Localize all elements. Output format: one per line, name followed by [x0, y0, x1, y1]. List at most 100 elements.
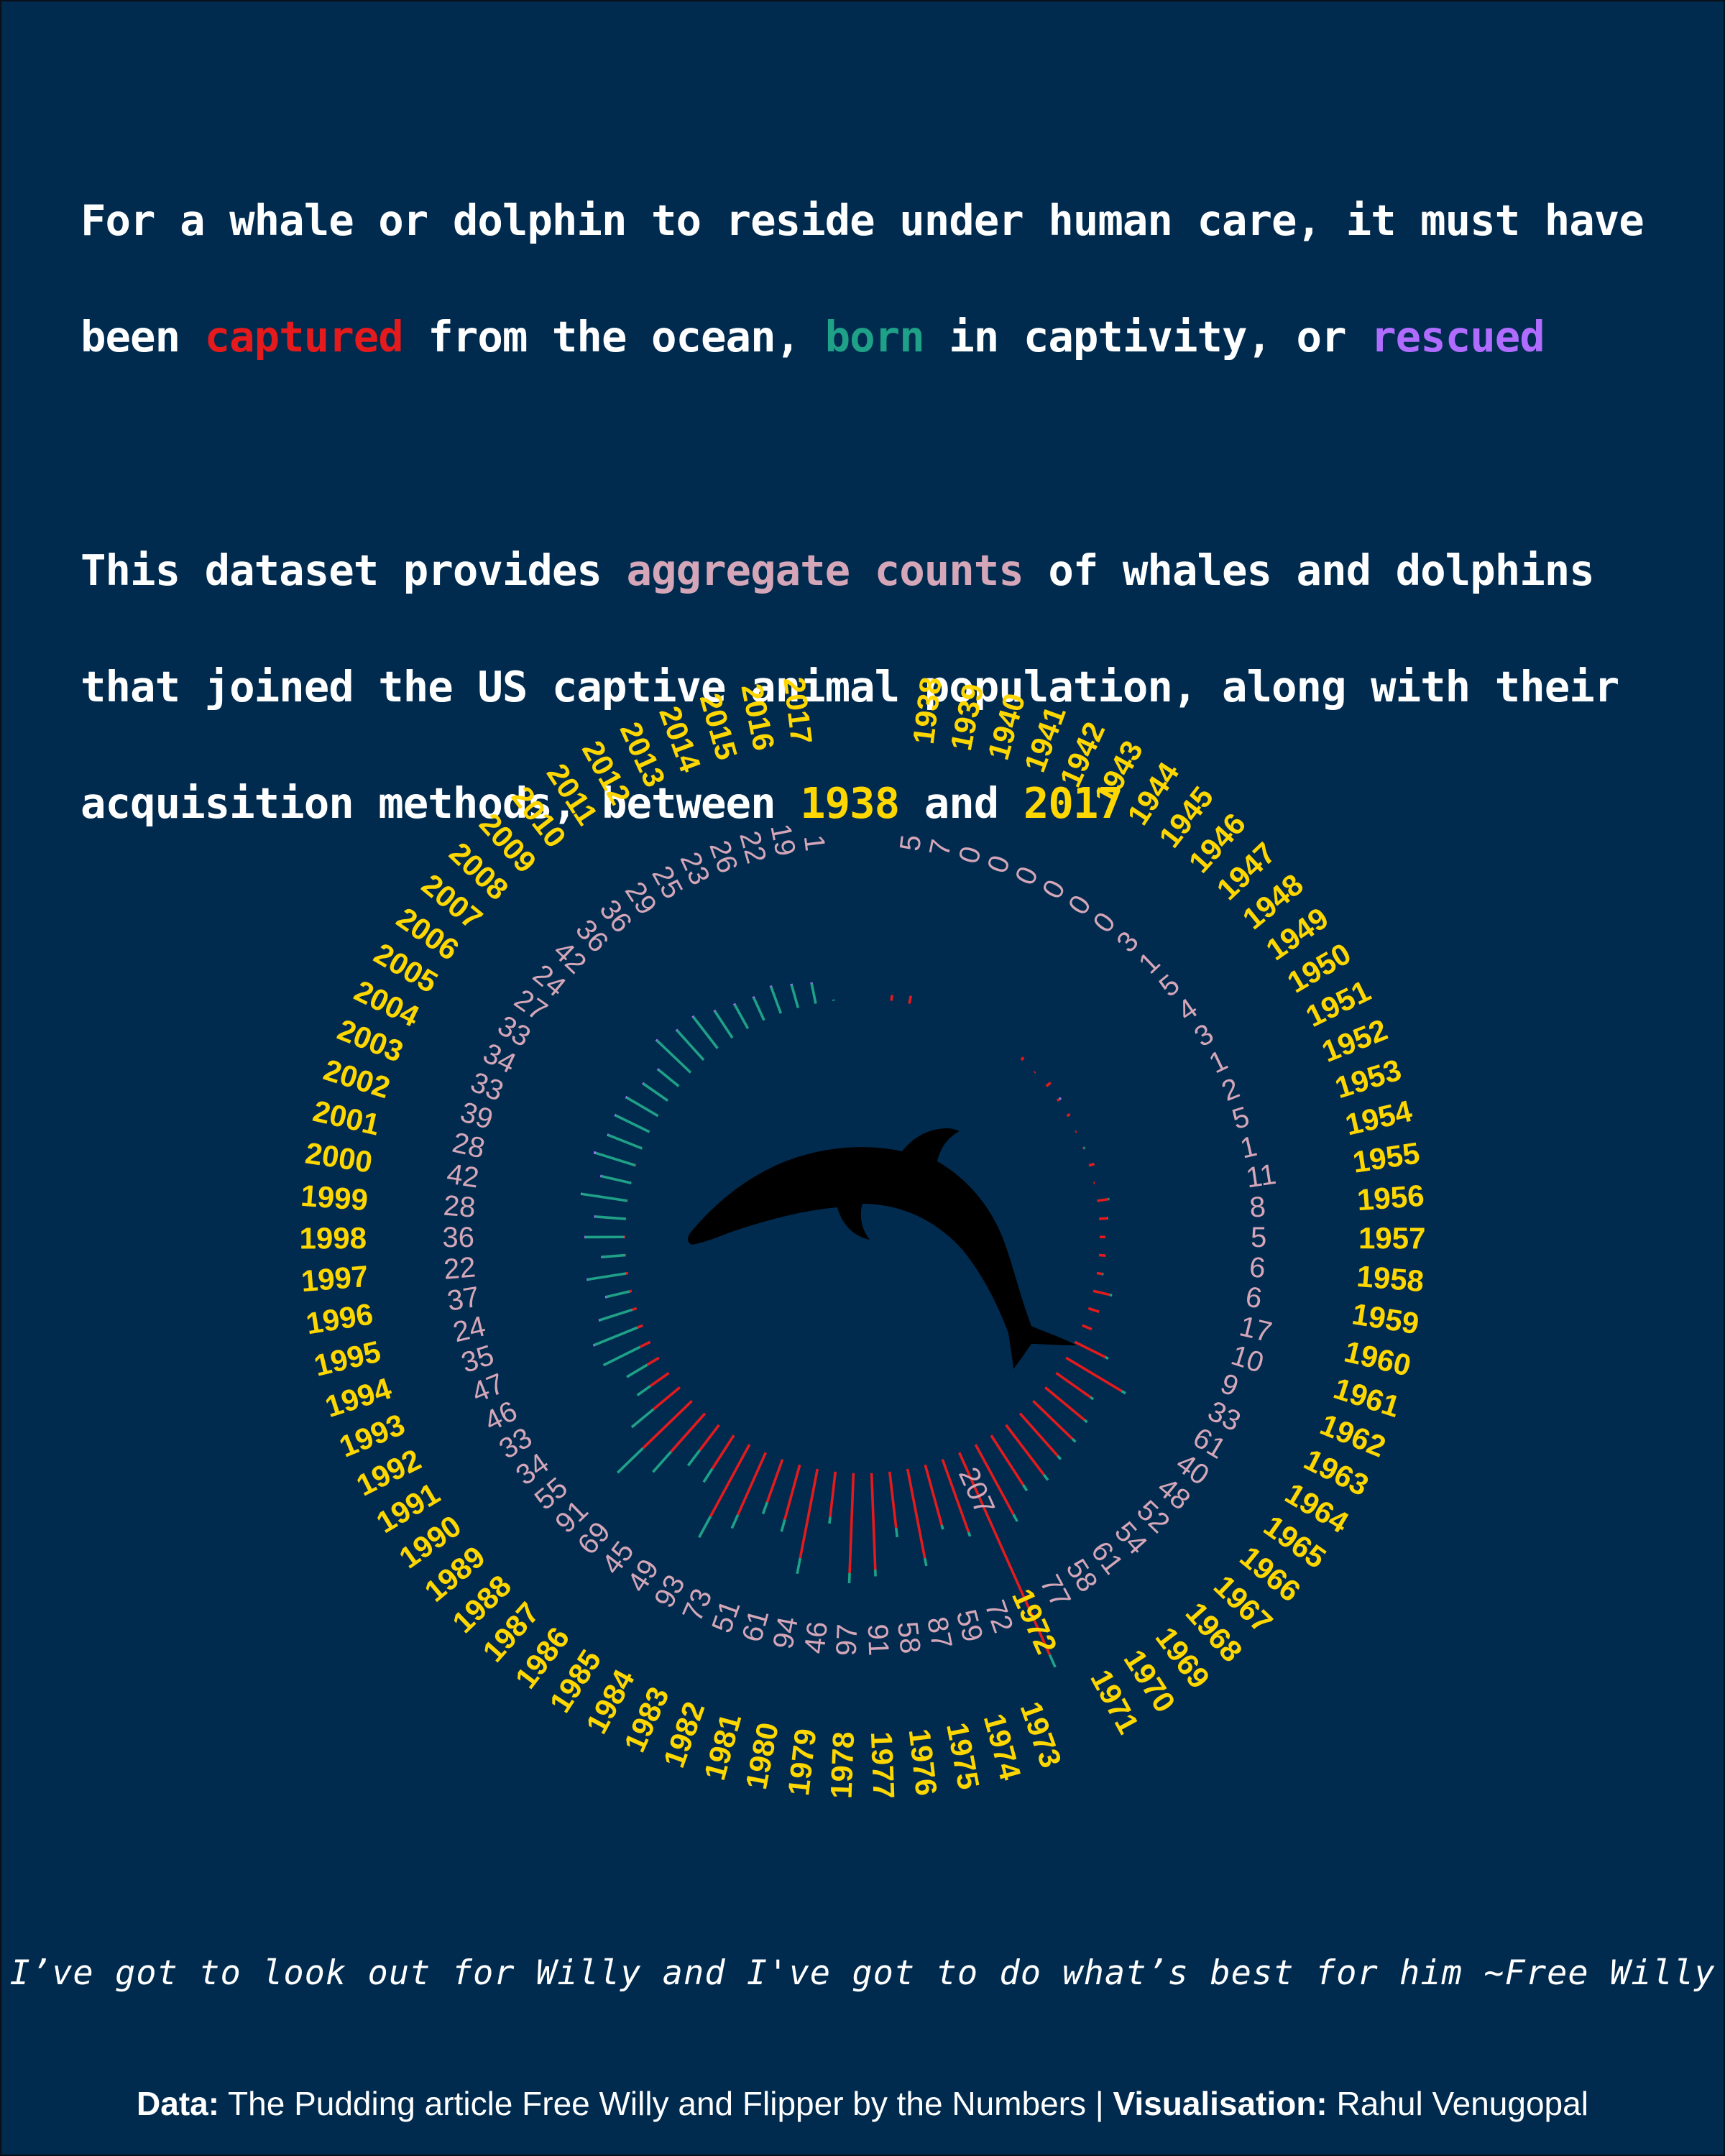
total-label-1998: 36	[442, 1222, 474, 1253]
year-label-1959: 1959	[1350, 1296, 1422, 1340]
bar-segment-born-2016	[810, 983, 817, 1004]
year-label-2016: 2016	[735, 681, 781, 753]
bar-2001	[599, 1174, 632, 1184]
bar-segment-captured-1993	[637, 1324, 643, 1329]
bar-segment-captured-1962	[1082, 1324, 1092, 1331]
total-label-2001: 28	[449, 1127, 487, 1165]
bar-segment-born-1991	[626, 1363, 648, 1378]
year-label-1939: 1939	[944, 681, 990, 753]
bar-segment-born-1980	[796, 1557, 802, 1575]
bar-2007	[656, 1068, 680, 1087]
bar-2017	[832, 999, 835, 1001]
intro-line-1: For a whale or dolphin to reside under h…	[80, 195, 1644, 245]
bar-segment-born-1952	[1083, 1146, 1086, 1150]
bar-1972	[958, 1452, 1057, 1668]
bar-2011	[713, 1009, 734, 1039]
bar-segment-born-2006	[643, 1082, 669, 1102]
total-label-1980: 94	[767, 1614, 804, 1651]
year-label-1957: 1957	[1358, 1221, 1426, 1255]
year-start-word: 1938	[800, 778, 900, 828]
bar-segment-born-1955	[1108, 1197, 1110, 1201]
bar-segment-born-2015	[790, 984, 800, 1008]
bar-segment-captured-1970	[990, 1434, 1025, 1486]
dolphin-silhouette-icon	[688, 1128, 1077, 1369]
bar-segment-captured-1984	[709, 1444, 751, 1517]
bar-1946	[1020, 1056, 1025, 1061]
bar-segment-captured-1983	[736, 1452, 767, 1516]
bar-segment-born-1983	[730, 1514, 740, 1529]
bar-segment-born-1978	[847, 1572, 851, 1583]
year-label-1980: 1980	[739, 1720, 785, 1792]
year-label-1955: 1955	[1351, 1135, 1422, 1179]
bar-2006	[642, 1082, 669, 1102]
bar-2016	[810, 982, 817, 1004]
bar-segment-rescued-1949	[1059, 1097, 1062, 1100]
bar-segment-captured-1952	[1082, 1146, 1085, 1150]
bar-segment-captured-1950	[1066, 1112, 1071, 1118]
bar-1987	[652, 1412, 707, 1473]
bar-segment-born-1975	[923, 1557, 928, 1567]
bar-segment-born-2000	[581, 1192, 627, 1202]
bar-segment-captured-1958	[1098, 1253, 1106, 1257]
bar-2000	[580, 1192, 628, 1202]
bar-segment-rescued-2001	[599, 1174, 602, 1178]
bar-segment-captured-1947	[1033, 1071, 1036, 1074]
bar-segment-captured-1980	[799, 1468, 819, 1559]
intro-line-3: This dataset provides aggregate counts o…	[80, 545, 1595, 595]
bar-2013	[752, 995, 765, 1021]
total-label-2000: 42	[445, 1158, 482, 1194]
total-label-1995: 24	[450, 1310, 488, 1348]
bar-1998	[584, 1235, 626, 1239]
bar-segment-captured-1968	[1018, 1412, 1059, 1457]
credits-line: Data: The Pudding article Free Willy and…	[0, 2084, 1725, 2123]
bar-segment-born-2002	[595, 1151, 635, 1167]
year-label-1977: 1977	[865, 1731, 901, 1800]
total-label-1996: 37	[445, 1281, 482, 1317]
bar-segment-born-1968	[1057, 1455, 1062, 1460]
bar-segment-captured-1971	[974, 1444, 1015, 1516]
visualisation-label: Visualisation:	[1113, 2085, 1328, 2122]
bar-segment-captured-1995	[629, 1289, 632, 1293]
bar-segment-born-2014	[770, 986, 783, 1014]
total-label-1999: 28	[442, 1190, 477, 1224]
bar-segment-born-2013	[752, 997, 765, 1021]
bar-segment-born-1965	[1090, 1396, 1095, 1401]
bar-segment-born-1984	[698, 1516, 712, 1539]
bar-1996	[586, 1271, 629, 1281]
year-label-1976: 1976	[903, 1727, 944, 1797]
bar-segment-captured-1957	[1099, 1235, 1105, 1239]
bar-segment-captured-1961	[1087, 1307, 1100, 1314]
total-label-1979: 46	[799, 1620, 834, 1655]
bar-1952	[1082, 1146, 1086, 1150]
bar-1985	[702, 1434, 735, 1483]
bar-2004	[614, 1113, 650, 1133]
total-label-1955: 11	[1244, 1158, 1279, 1194]
bar-1951	[1075, 1130, 1077, 1133]
bar-segment-rescued-2014	[769, 985, 773, 987]
visualisation-author: Rahul Venugopal	[1327, 2085, 1588, 2122]
total-label-1954: 1	[1237, 1130, 1260, 1165]
bar-segment-captured-1996	[625, 1271, 629, 1275]
bar-1956	[1098, 1217, 1108, 1220]
bar-2010	[691, 1015, 719, 1049]
bar-segment-rescued-1995	[604, 1295, 607, 1299]
bar-1977	[870, 1473, 877, 1577]
total-label-2017: 1	[798, 833, 831, 852]
bar-segment-born-1960	[1109, 1293, 1113, 1297]
bar-1961	[1087, 1307, 1100, 1314]
bar-segment-born-2010	[692, 1015, 719, 1049]
bar-segment-captured-2000	[626, 1199, 628, 1202]
bar-segment-captured-1974	[924, 1464, 943, 1526]
bar-1957	[1099, 1235, 1105, 1239]
total-label-1957: 5	[1251, 1222, 1266, 1253]
bar-segment-born-2005	[625, 1096, 659, 1118]
bar-1960	[1092, 1289, 1113, 1297]
year-label-1978: 1978	[824, 1731, 861, 1800]
bar-segment-born-1964	[1121, 1390, 1126, 1395]
bar-1988	[617, 1400, 693, 1474]
bar-2014	[769, 985, 783, 1014]
bar-1947	[1033, 1071, 1036, 1074]
bar-1966	[1044, 1386, 1088, 1424]
bar-segment-rescued-2004	[614, 1113, 617, 1117]
bar-segment-captured-1977	[870, 1473, 877, 1570]
